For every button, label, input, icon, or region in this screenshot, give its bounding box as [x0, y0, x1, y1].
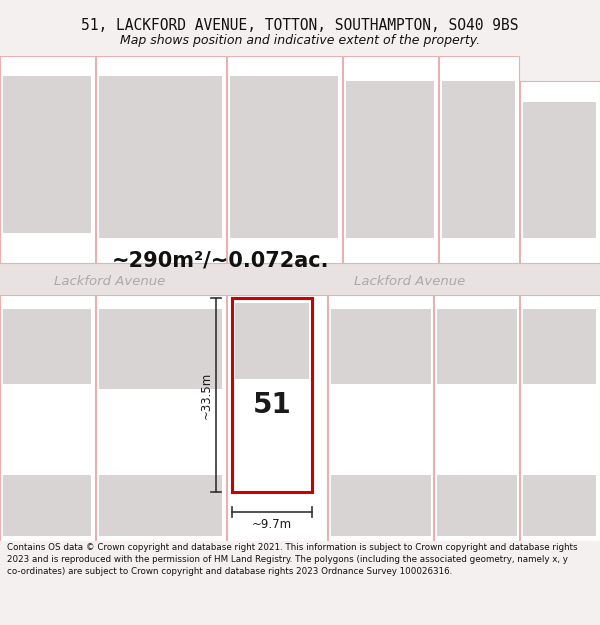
- Bar: [437, 475, 517, 536]
- Bar: [523, 475, 596, 536]
- Bar: [346, 81, 434, 238]
- Bar: [523, 309, 596, 384]
- Text: Contains OS data © Crown copyright and database right 2021. This information is : Contains OS data © Crown copyright and d…: [7, 543, 578, 576]
- Bar: [3, 76, 91, 233]
- Text: 51, LACKFORD AVENUE, TOTTON, SOUTHAMPTON, SO40 9BS: 51, LACKFORD AVENUE, TOTTON, SOUTHAMPTON…: [81, 18, 519, 32]
- Bar: [99, 475, 222, 536]
- Text: Lackford Avenue: Lackford Avenue: [55, 275, 166, 288]
- Bar: [96, 296, 226, 541]
- Bar: [523, 102, 596, 238]
- Bar: [331, 475, 431, 536]
- Bar: [227, 296, 327, 541]
- Bar: [520, 296, 600, 541]
- Bar: [439, 56, 519, 263]
- Bar: [520, 81, 600, 263]
- Bar: [99, 309, 222, 389]
- Bar: [232, 298, 312, 492]
- Text: 51: 51: [253, 391, 292, 419]
- Bar: [227, 56, 342, 263]
- Bar: [343, 56, 438, 263]
- Bar: [331, 309, 431, 384]
- Bar: [0, 56, 95, 263]
- Bar: [442, 81, 515, 238]
- Text: ~33.5m: ~33.5m: [199, 372, 212, 419]
- Bar: [3, 309, 91, 384]
- Bar: [99, 76, 222, 238]
- Bar: [230, 76, 338, 238]
- Text: ~9.7m: ~9.7m: [252, 518, 292, 531]
- Bar: [328, 296, 433, 541]
- Text: Lackford Avenue: Lackford Avenue: [355, 275, 466, 288]
- Bar: [0, 263, 600, 296]
- Text: ~290m²/~0.072ac.: ~290m²/~0.072ac.: [111, 250, 329, 270]
- Bar: [0, 296, 95, 541]
- Bar: [3, 475, 91, 536]
- Bar: [434, 296, 519, 541]
- Bar: [235, 304, 309, 379]
- Bar: [96, 56, 226, 263]
- Text: Map shows position and indicative extent of the property.: Map shows position and indicative extent…: [120, 34, 480, 47]
- Bar: [437, 309, 517, 384]
